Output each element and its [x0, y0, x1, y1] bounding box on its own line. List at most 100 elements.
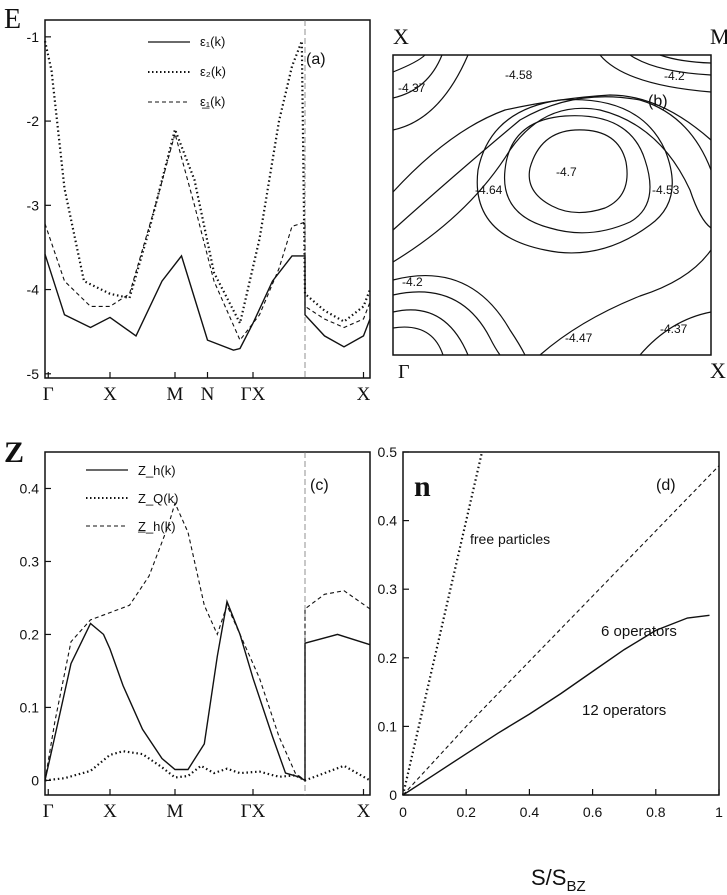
series-line-solid: [402, 614, 710, 796]
x-tick-label: M: [167, 384, 184, 405]
y-tick-label: 0.5: [378, 444, 398, 460]
y-tick-label: 0.4: [20, 480, 40, 496]
series-line-dotted: [401, 451, 484, 796]
contour-line: [599, 54, 712, 93]
corner-label-top-right: M: [710, 24, 727, 49]
y-tick-label: 0.3: [20, 553, 40, 569]
legend-label-zq: Z_Q(k): [138, 491, 178, 506]
x-tick-label: X: [357, 384, 371, 405]
series-line-dashed: [44, 501, 371, 782]
contour-line: [392, 309, 469, 356]
contour-line: [392, 326, 444, 356]
corner-label-bottom-right: X: [710, 358, 726, 383]
panel-d-y-letter: n: [414, 470, 431, 503]
x-tick-label: ΓX: [241, 801, 266, 822]
contour-label: -4.58: [505, 68, 533, 82]
panel-c: Z (c) 0.40.30.20.10 Γ X M ΓX X Z_h(k) Z_Q(k)…: [4, 436, 371, 822]
panel-c-y-ticks: 0.4 0.3 0.2 0.1 0: [20, 480, 51, 788]
panel-d-tag: (d): [656, 477, 676, 494]
contour-line: [659, 54, 712, 64]
contour-line: [392, 54, 469, 131]
panel-c-series: [44, 452, 371, 795]
y-tick-label: 0: [31, 772, 39, 788]
x-tick-label: Γ: [43, 384, 54, 405]
contour-line: [639, 311, 712, 356]
contour-label: -4.37: [660, 322, 688, 336]
series-line-solid: [44, 599, 371, 782]
panel-a-tag: (a): [306, 51, 326, 68]
panel-d-frame: [402, 451, 720, 796]
panel-a: E (a) -1-2-3-4-5 Γ X M N ΓX X ε₁(k) ε₂(k) ε̲₁…: [4, 4, 372, 405]
legend-label-e1: ε₁(k): [200, 34, 225, 49]
legend-label-e2: ε₂(k): [200, 64, 226, 79]
legend-label-e1-bar: ε̲₁(k): [200, 94, 225, 109]
x-tick-label: ΓX: [241, 384, 266, 405]
panel-c-legend: Z_h(k) Z_Q(k) Z̲_h(k): [86, 463, 178, 534]
x-tick-label: X: [103, 384, 117, 405]
panel-d-x-label: S/SBZ: [531, 865, 586, 895]
corner-label-top-left: X: [393, 24, 409, 49]
series-line-dotted: [43, 40, 372, 327]
contour-label: -4.2: [402, 275, 423, 289]
x-tick-label: 1: [715, 804, 723, 820]
contour-labels: -4.37 -4.58 -4.2 -4.64 -4.7 -4.53 -4.2 -…: [398, 68, 688, 345]
y-tick-label: 0.4: [378, 513, 398, 529]
x-tick-label: X: [103, 801, 117, 822]
contour-line: [629, 54, 712, 76]
contour-line: [392, 54, 443, 99]
panel-d-series: [401, 451, 720, 796]
contour-label: -4.2: [664, 69, 685, 83]
contour-line: [476, 98, 673, 254]
x-tick-label: Γ: [43, 801, 54, 822]
x-tick-label: X: [357, 801, 371, 822]
y-tick-label: 0.1: [20, 699, 40, 715]
y-tick-label: 0.3: [378, 581, 398, 597]
panel-b-tag: (b): [648, 93, 668, 110]
contour-line: [503, 115, 651, 234]
panel-a-x-ticks: Γ X M N ΓX X: [43, 372, 371, 405]
series-line-dashed: [402, 465, 720, 796]
panel-a-legend: ε₁(k) ε₂(k) ε̲₁(k): [148, 34, 226, 109]
y-tick-label: -1: [27, 29, 40, 45]
contour-label: -4.53: [652, 183, 680, 197]
x-tick-label: 0: [399, 804, 407, 820]
panel-a-y-letter: E: [4, 4, 21, 35]
legend-label-zh-bar: Z̲_h(k): [138, 519, 176, 534]
x-tick-label: 0.6: [583, 804, 603, 820]
y-tick-label: -2: [27, 113, 40, 129]
contour-label: -4.37: [398, 81, 426, 95]
y-tick-label: -4: [27, 282, 40, 298]
y-tick-label: -5: [27, 366, 40, 382]
contour-lines: [392, 54, 712, 356]
y-tick-label: 0.2: [20, 626, 40, 642]
series-line-solid: [44, 253, 371, 351]
panel-d-y-ticks: 0.5 0.4 0.3 0.2 0.1 0: [378, 444, 409, 803]
panel-b-frame: [392, 54, 712, 356]
y-tick-label: 0.2: [378, 650, 398, 666]
y-tick-label: 0.1: [378, 718, 398, 734]
panel-c-tag: (c): [310, 477, 329, 494]
x-tick-label: 0.2: [456, 804, 476, 820]
x-tick-label: N: [201, 384, 215, 405]
y-tick-label: 0: [389, 787, 397, 803]
contour-line: [392, 96, 712, 231]
contour-label: -4.7: [556, 165, 577, 179]
y-tick-label: -3: [27, 197, 40, 213]
contour-line: [392, 54, 426, 73]
panel-d: n (d) 0.5 0.4 0.3 0.2 0.1 0 0.2 0.4 0.6 0.8 1 0 fr…: [378, 444, 724, 895]
annotation-free-particles: free particles: [470, 531, 550, 547]
series-line-dotted: [44, 750, 371, 782]
contour-line: [539, 249, 712, 356]
series-line-dashed: [44, 131, 371, 342]
panel-c-x-ticks: Γ X M ΓX X: [43, 789, 371, 822]
contour-line: [392, 107, 712, 263]
x-tick-label: M: [167, 801, 184, 822]
x-tick-label: 0.8: [646, 804, 666, 820]
annotation-6-operators: 6 operators: [601, 623, 677, 640]
x-tick-label: 0.4: [520, 804, 540, 820]
corner-label-bottom-left: Γ: [398, 361, 410, 383]
panel-c-frame: [44, 451, 371, 796]
legend-label-zh: Z_h(k): [138, 463, 176, 478]
contour-label: -4.64: [475, 183, 503, 197]
